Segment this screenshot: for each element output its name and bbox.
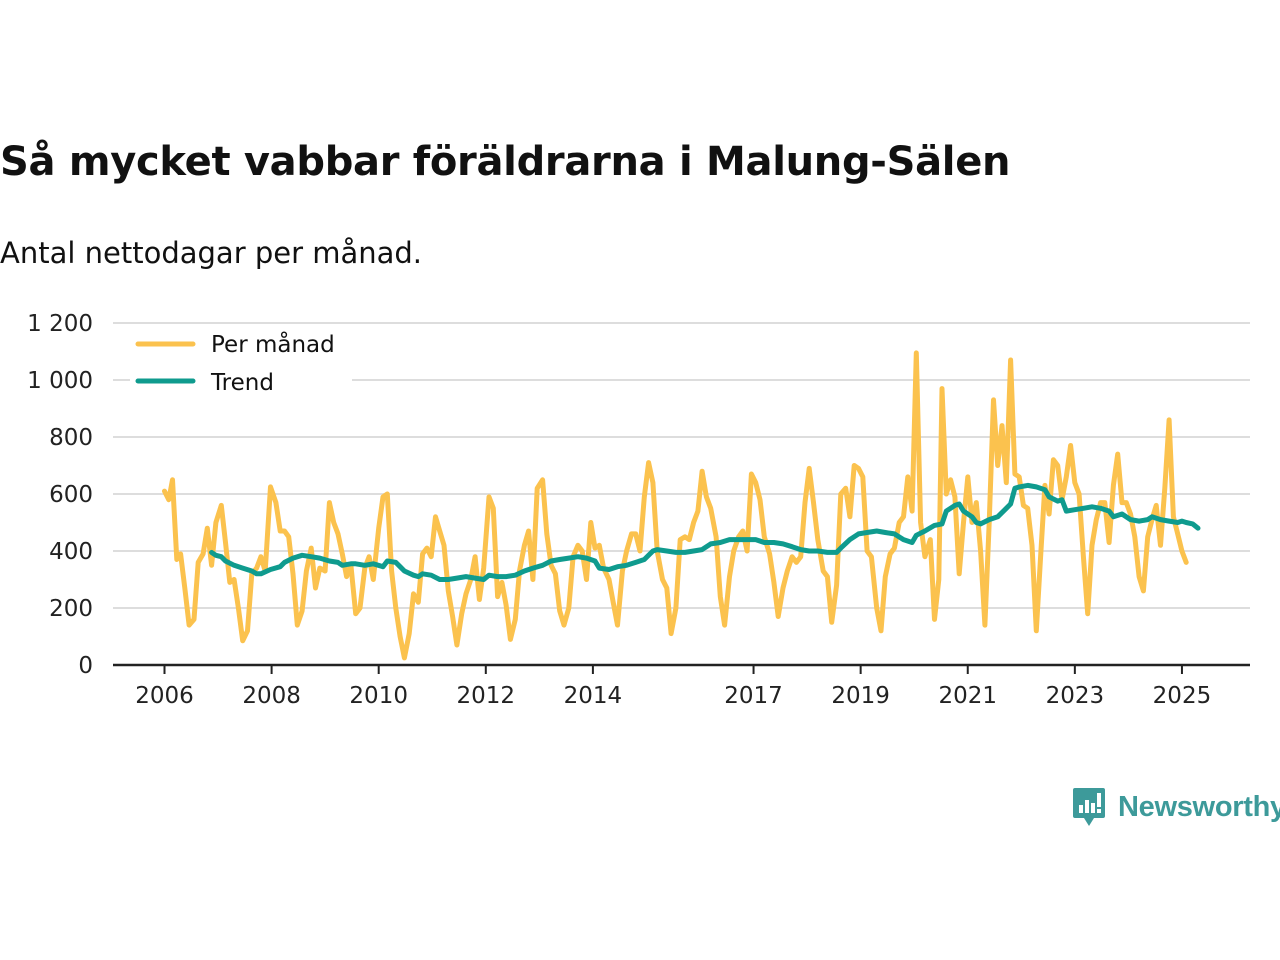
y-tick-label: 1 200 [27, 311, 93, 337]
x-tick-label: 2014 [564, 683, 623, 709]
y-tick-label: 400 [49, 539, 93, 565]
y-tick-label: 600 [49, 482, 93, 508]
x-tick-label: 2010 [349, 683, 408, 709]
chart-title: Så mycket vabbar föräldrarna i Malung-Sä… [0, 139, 1011, 185]
x-tick-label: 2025 [1153, 683, 1212, 709]
legend-background [130, 326, 352, 400]
chart-subtitle: Antal nettodagar per månad. [0, 236, 423, 270]
x-tick-label: 2021 [938, 683, 997, 709]
series-line-trend [209, 482, 1201, 582]
legend-label-trend: Trend [210, 370, 274, 396]
y-tick-label: 0 [78, 653, 93, 679]
series-lines [162, 350, 1201, 661]
y-tick-label: 200 [49, 596, 93, 622]
x-tick-label: 2006 [135, 683, 194, 709]
x-tick-label: 2008 [242, 683, 301, 709]
newsworthy-logo-icon [1073, 788, 1105, 826]
x-tick-label: 2023 [1046, 683, 1105, 709]
legend: Per månad Trend [130, 326, 352, 400]
legend-label-per-manad: Per månad [211, 330, 335, 358]
x-tick-label: 2019 [831, 683, 890, 709]
y-tick-label: 1 000 [27, 368, 93, 394]
newsworthy-logo: Newsworthy [1072, 786, 1280, 828]
axes: 0 200 400 600 800 1 000 1 200 2006 2008 2010 2012 2… [27, 311, 1250, 709]
x-tick-label: 2012 [457, 683, 516, 709]
brand-name: Newsworthy [1118, 790, 1280, 823]
y-tick-label: 800 [49, 425, 93, 451]
x-tick-label: 2017 [724, 683, 783, 709]
